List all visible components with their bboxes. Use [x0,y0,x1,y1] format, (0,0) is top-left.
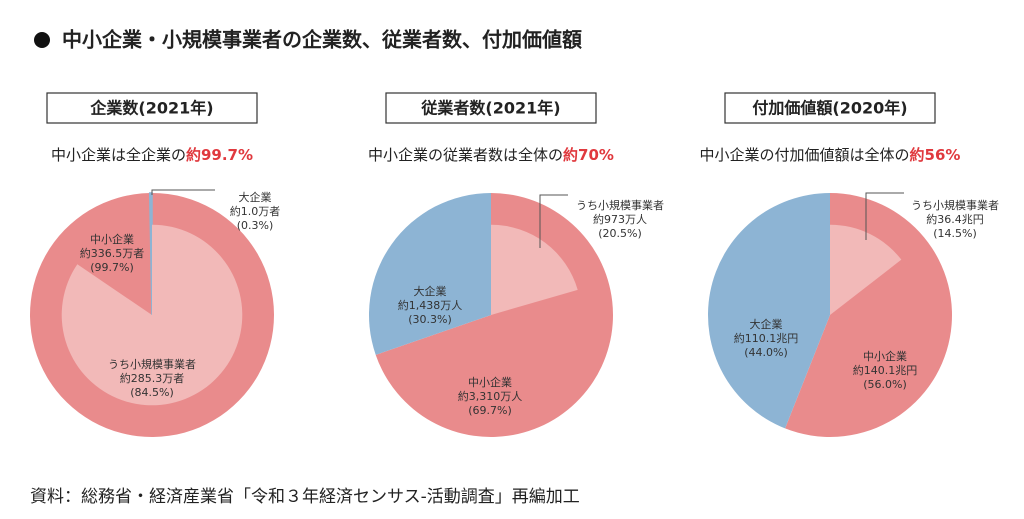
label-line: うち小規模事業者 [911,198,999,212]
slice-label: 中小企業約336.5万者(99.7%) [80,232,145,274]
chart-title: 付加価値額(2020年) [752,99,907,118]
source-note: 資料：総務省・経済産業省「令和３年経済センサス‐活動調査」再編加工 [30,487,580,507]
subtitle-highlight: 約70% [563,146,614,164]
label-line: うち小規模事業者 [576,198,664,212]
slice-label: うち小規模事業者約285.3万者(84.5%) [108,357,196,399]
label-line: 約336.5万者 [80,246,145,260]
title-box [46,92,258,124]
chart-subtitle: 中小企業の付加価値額は全体の約56% [700,146,961,164]
label-line: (20.5%) [598,227,642,240]
label-line: (84.5%) [130,386,174,399]
chart-subtitle: 中小企業は全企業の約99.7% [51,146,253,164]
sub-slice [61,224,243,406]
slice-label: うち小規模事業者約36.4兆円(14.5%) [911,198,999,240]
label-line: (69.7%) [468,404,512,417]
subtitle-highlight: 約99.7% [186,146,253,164]
label-line: 約140.1兆円 [853,363,918,377]
slice-label: 大企業約110.1兆円(44.0%) [734,317,799,359]
slice-label: 大企業約1,438万人(30.3%) [398,284,463,326]
label-line: 約36.4兆円 [926,212,984,226]
label-line: 約3,310万人 [458,389,523,403]
slice-label: 中小企業約140.1兆円(56.0%) [853,349,918,391]
title-box [385,92,597,124]
label-line: 大企業 [414,284,447,298]
label-line: 約1,438万人 [398,298,463,312]
label-line: 中小企業 [468,375,512,389]
label-line: 約1.0万者 [230,204,281,218]
slice [707,193,830,429]
label-line: うち小規模事業者 [108,357,196,371]
subtitle-text: 中小企業の従業者数は全体の [368,146,563,164]
slice-label: 大企業約1.0万者(0.3%) [230,190,281,232]
chart-title: 企業数(2021年) [89,99,213,118]
slice [785,193,952,437]
subtitle-text: 中小企業は全企業の [51,146,186,164]
label-line: 約285.3万者 [120,371,185,385]
slice [369,193,491,355]
slice-label: 中小企業約3,310万人(69.7%) [458,375,523,417]
label-line: 中小企業 [863,349,907,363]
page-title: 中小企業・小規模事業者の企業数、従業者数、付加価値額 [62,28,582,52]
label-line: (0.3%) [237,219,274,232]
leader-line [151,189,215,195]
chart-subtitle: 中小企業の従業者数は全体の約70% [368,146,614,164]
label-line: 中小企業 [90,232,134,246]
label-line: (99.7%) [90,261,134,274]
slice-label: うち小規模事業者約973万人(20.5%) [576,198,664,240]
leader-line [865,192,904,240]
chart-title: 従業者数(2021年) [420,99,560,118]
label-line: (14.5%) [933,227,977,240]
label-line: 約110.1兆円 [734,331,799,345]
label-line: (44.0%) [744,346,788,359]
leader-line [539,194,568,248]
label-line: 大企業 [239,190,272,204]
subtitle-text: 中小企業の付加価値額は全体の [700,146,910,164]
title-box [724,92,936,124]
label-line: 大企業 [750,317,783,331]
label-line: (30.3%) [408,313,452,326]
sub-slice [830,224,902,315]
sub-slice [491,224,578,315]
label-line: 約973万人 [593,212,647,226]
bullet [34,32,50,48]
subtitle-highlight: 約56% [910,146,961,164]
label-line: (56.0%) [863,378,907,391]
